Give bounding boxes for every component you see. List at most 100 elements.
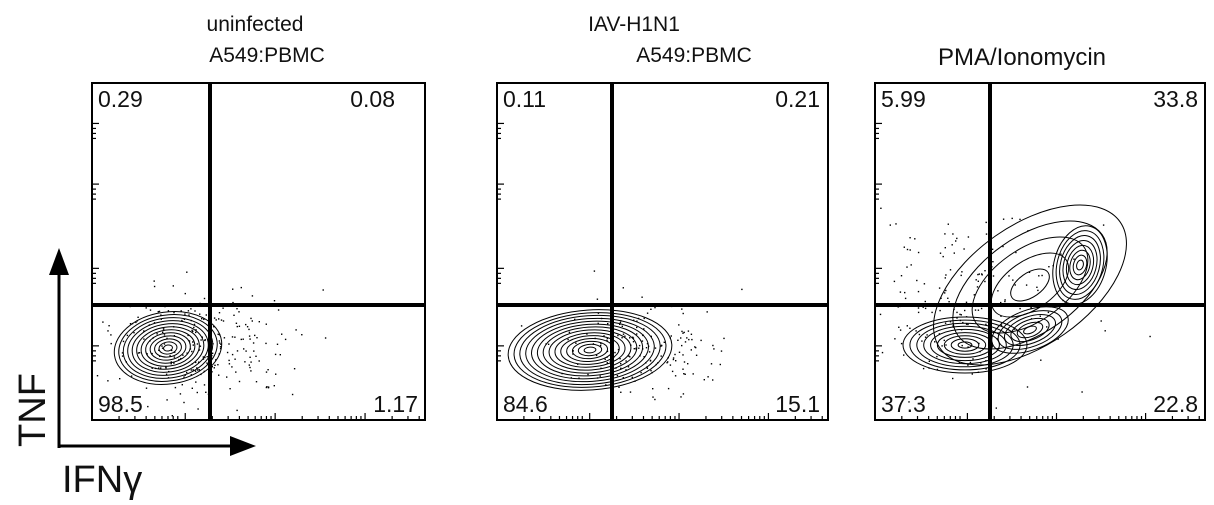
event-dot bbox=[181, 319, 183, 322]
event-dot bbox=[568, 331, 571, 333]
event-dot bbox=[220, 319, 223, 321]
event-dot bbox=[622, 333, 625, 335]
axis-arrows: TNF IFNγ bbox=[12, 248, 256, 501]
event-dot bbox=[977, 309, 980, 311]
event-dot bbox=[922, 367, 925, 370]
event-dot bbox=[951, 244, 953, 246]
event-dot bbox=[683, 373, 685, 375]
event-dot bbox=[1026, 386, 1029, 388]
event-dot bbox=[991, 248, 994, 250]
event-dot bbox=[202, 356, 204, 358]
event-dot bbox=[893, 280, 896, 283]
event-dot bbox=[215, 319, 217, 321]
event-dot bbox=[900, 275, 903, 277]
event-dot bbox=[712, 344, 714, 347]
event-dot bbox=[965, 323, 968, 325]
event-dot bbox=[916, 279, 918, 282]
event-dot bbox=[193, 323, 196, 326]
event-dot bbox=[713, 348, 715, 350]
density-contour bbox=[531, 320, 649, 380]
event-dot bbox=[547, 343, 550, 345]
event-dot bbox=[133, 332, 135, 334]
event-dot bbox=[1012, 279, 1014, 281]
event-dot bbox=[643, 356, 645, 358]
event-dot bbox=[682, 332, 684, 334]
event-dot bbox=[675, 360, 677, 362]
event-dot bbox=[218, 374, 220, 376]
event-dot bbox=[939, 252, 942, 254]
event-dot bbox=[567, 338, 569, 341]
event-dot bbox=[171, 349, 173, 352]
density-contour bbox=[971, 236, 1089, 334]
event-dot bbox=[981, 274, 983, 276]
event-dot bbox=[203, 297, 206, 300]
density-contour bbox=[554, 332, 626, 368]
event-dot bbox=[200, 339, 202, 341]
event-dot bbox=[248, 364, 250, 366]
event-dot bbox=[206, 362, 208, 364]
event-dot bbox=[277, 309, 280, 311]
event-dot bbox=[222, 307, 224, 309]
event-dot bbox=[909, 237, 911, 239]
event-dot bbox=[250, 361, 252, 363]
event-dot bbox=[184, 292, 186, 295]
density-contour bbox=[1010, 317, 1050, 343]
event-dot bbox=[621, 337, 623, 339]
density-contour bbox=[1055, 230, 1105, 300]
event-dot bbox=[948, 301, 950, 303]
event-dot bbox=[646, 367, 649, 369]
event-dot bbox=[622, 377, 624, 379]
event-dot bbox=[187, 334, 189, 337]
event-dot bbox=[1104, 330, 1106, 332]
event-dot bbox=[680, 337, 682, 339]
panel-2-quadrant-upper-left: 0.11 bbox=[503, 86, 546, 112]
event-dot bbox=[942, 255, 944, 258]
event-dot bbox=[917, 290, 920, 293]
event-dot bbox=[195, 331, 197, 334]
event-dot bbox=[151, 352, 153, 355]
event-dot bbox=[667, 361, 669, 363]
event-dot bbox=[1060, 253, 1062, 255]
event-dot bbox=[719, 363, 721, 366]
event-dot bbox=[903, 246, 905, 248]
event-dot bbox=[206, 356, 208, 358]
event-dot bbox=[684, 341, 687, 343]
event-dot bbox=[977, 273, 979, 276]
event-dot bbox=[267, 386, 270, 388]
event-dot bbox=[917, 307, 920, 309]
event-dot bbox=[906, 266, 908, 268]
event-dot bbox=[936, 355, 938, 358]
event-dot bbox=[669, 364, 672, 366]
panel-uninfected: uninfected A549:PBMC 0.29 0.08 98.5 1.17 bbox=[91, 13, 426, 421]
event-dot bbox=[642, 334, 644, 337]
event-dot bbox=[255, 355, 257, 357]
event-dot bbox=[169, 355, 171, 357]
event-dot bbox=[238, 380, 241, 383]
event-dot bbox=[238, 325, 241, 327]
event-dot bbox=[281, 333, 283, 335]
event-dot bbox=[960, 274, 962, 277]
event-dot bbox=[1011, 217, 1013, 220]
density-contour bbox=[1069, 249, 1091, 281]
x-arrow-head bbox=[230, 436, 256, 456]
density-contour bbox=[952, 220, 1108, 350]
event-dot bbox=[234, 336, 236, 338]
event-dot bbox=[904, 291, 906, 294]
event-dot bbox=[102, 321, 104, 323]
event-dot bbox=[597, 322, 599, 325]
event-dot bbox=[691, 338, 693, 341]
event-dot bbox=[203, 384, 206, 386]
density-contour bbox=[145, 332, 191, 364]
event-dot bbox=[245, 323, 247, 326]
event-dot bbox=[620, 363, 622, 365]
event-dot bbox=[231, 353, 234, 356]
event-dot bbox=[158, 349, 160, 351]
event-dot bbox=[681, 330, 683, 333]
event-dot bbox=[1036, 286, 1038, 288]
event-dot bbox=[143, 338, 145, 340]
event-dot bbox=[648, 351, 651, 353]
event-dot bbox=[690, 349, 692, 351]
event-dot bbox=[194, 310, 196, 312]
event-dot bbox=[597, 312, 600, 314]
event-dot bbox=[226, 351, 229, 354]
